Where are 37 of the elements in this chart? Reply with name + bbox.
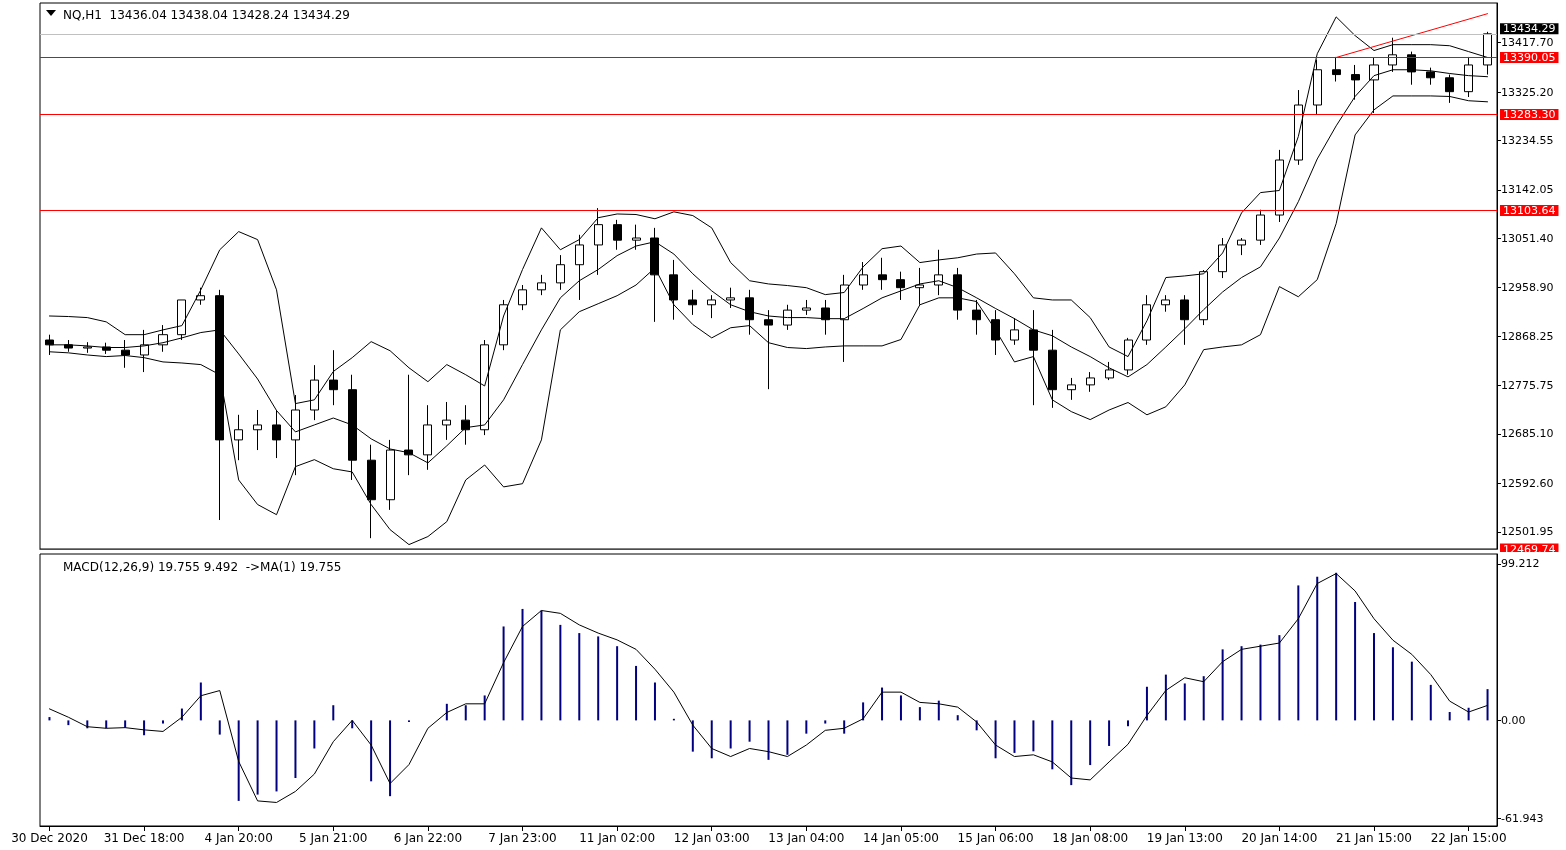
y-tick-label: 0.00 (1501, 713, 1526, 727)
x-tick-label: 4 Jan 20:00 (204, 831, 273, 845)
y-tick-label: 13051.40 (1501, 231, 1554, 245)
y-tick-label: 12685.10 (1501, 427, 1554, 441)
x-tick-label: 30 Dec 2020 (11, 831, 88, 845)
y-tick-label: 99.212 (1501, 557, 1540, 571)
x-tick-label: 13 Jan 04:00 (768, 831, 845, 845)
y-tick-label: 12501.95 (1501, 525, 1554, 539)
y-tick-label: -61.943 (1501, 811, 1544, 825)
ref-line-label: 13434.29 (1503, 22, 1556, 36)
x-tick-label: 18 Jan 08:00 (1052, 831, 1129, 845)
y-tick-label: 12868.25 (1501, 329, 1554, 343)
ref-line-label: 13283.30 (1503, 107, 1556, 121)
ref-line-label: 12469.74 (1503, 542, 1556, 556)
x-tick-label: 11 Jan 02:00 (579, 831, 656, 845)
x-tick-label: 6 Jan 22:00 (393, 831, 463, 845)
x-tick-label: 21 Jan 15:00 (1336, 831, 1412, 845)
text: MACD(12,26,9) 19.755 9.492 ->MA(1) 19.755 (63, 560, 342, 574)
x-tick-label: 15 Jan 06:00 (957, 831, 1034, 845)
y-tick-label: 13234.55 (1501, 134, 1554, 148)
y-tick-label: 12775.75 (1501, 379, 1554, 393)
ref-line-label: 13103.64 (1503, 203, 1556, 217)
ref-line-label: 13390.05 (1503, 50, 1556, 64)
y-tick-label: 13142.05 (1501, 183, 1554, 197)
y-tick-label: 13325.20 (1501, 85, 1554, 99)
x-tick-label: 12 Jan 03:00 (673, 831, 750, 845)
y-tick-label: 13417.70 (1501, 36, 1554, 50)
y-tick-label: 12592.60 (1501, 476, 1554, 490)
y-tick-label: 12958.90 (1501, 281, 1554, 295)
x-tick-label: 14 Jan 05:00 (862, 831, 939, 845)
x-tick-label: 19 Jan 13:00 (1146, 831, 1223, 845)
x-tick-label: 5 Jan 21:00 (299, 831, 368, 845)
x-tick-label: 22 Jan 15:00 (1430, 831, 1507, 845)
x-tick-label: 20 Jan 14:00 (1241, 831, 1318, 845)
x-tick-label: 31 Dec 18:00 (103, 831, 185, 845)
chart-title: NQ,H1 13436.04 13438.04 13428.24 13434.29 (63, 8, 350, 22)
x-tick-label: 7 Jan 23:00 (488, 831, 557, 845)
